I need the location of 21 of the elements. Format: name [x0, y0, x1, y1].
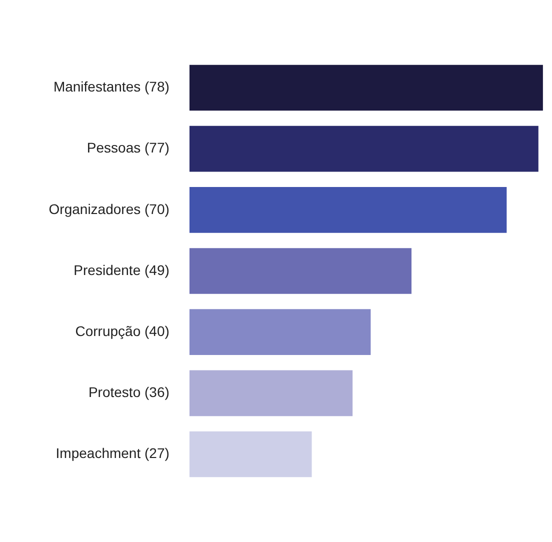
- bar: [189, 309, 371, 355]
- y-tick-label: Manifestantes: [53, 78, 141, 95]
- bar: [189, 64, 543, 111]
- bar: [189, 187, 507, 233]
- bar: [189, 126, 538, 172]
- y-tick-label: Organizadores: [48, 200, 141, 217]
- y-tick-label: Pessoas: [86, 140, 141, 156]
- data-label: (49): [144, 262, 170, 278]
- data-label: (77): [144, 140, 170, 156]
- data-label: (27): [144, 445, 170, 462]
- y-tick-label: Presidente: [74, 262, 141, 278]
- y-tick-label: Impeachment: [56, 445, 141, 462]
- data-label: (70): [144, 200, 170, 217]
- bar: [189, 431, 312, 478]
- y-tick-label: Protesto: [88, 384, 141, 400]
- bar: [189, 370, 353, 416]
- data-label: (78): [144, 78, 170, 95]
- bar: [189, 248, 412, 294]
- y-tick-label: Corrupção: [75, 322, 141, 339]
- data-label: (36): [144, 384, 170, 400]
- data-label: (40): [144, 322, 170, 339]
